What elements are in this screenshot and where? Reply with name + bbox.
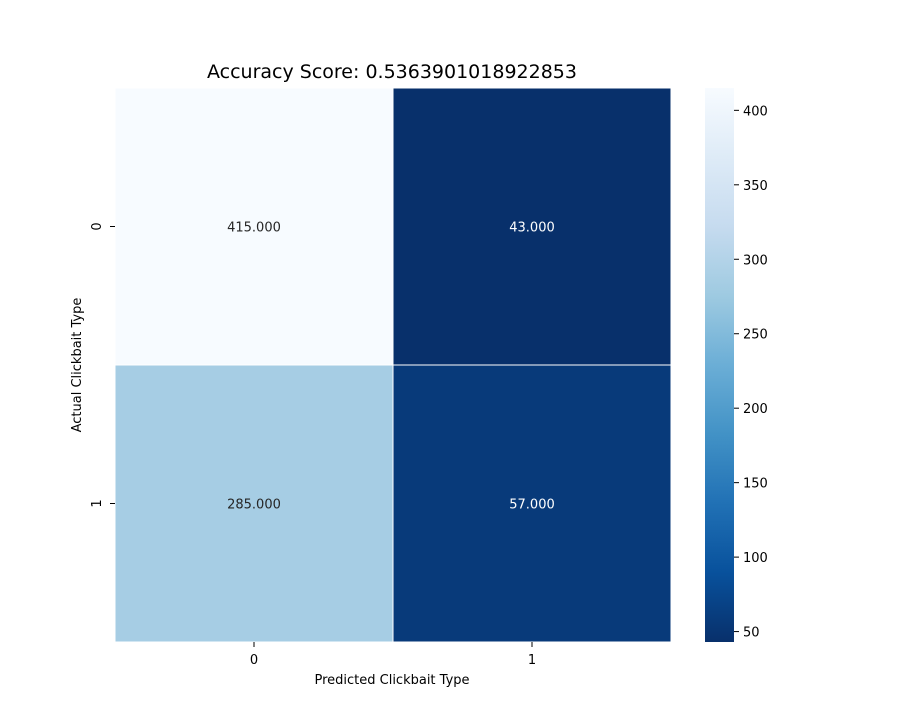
colorbar-tick-label: 300	[743, 253, 768, 268]
heatmap-cell	[114, 87, 394, 366]
x-tick-label: 1	[528, 653, 536, 668]
heatmap-cell-label: 285.000	[227, 498, 281, 513]
heatmap-cells	[114, 87, 672, 643]
colorbar-tick-label: 200	[743, 402, 768, 417]
chart-title: Accuracy Score: 0.5363901018922853	[207, 61, 577, 83]
y-tick-label: 1	[90, 499, 105, 507]
colorbar-tick-label: 150	[743, 477, 768, 492]
heatmap-cell	[114, 364, 394, 643]
x-tick-label: 0	[250, 653, 258, 668]
x-axis-label: Predicted Clickbait Type	[314, 673, 469, 688]
colorbar-tick-label: 100	[743, 551, 768, 566]
y-axis-ticks: 01	[90, 222, 115, 508]
colorbar-tick-label: 350	[743, 179, 768, 194]
y-axis-label: Actual Clickbait Type	[70, 298, 85, 433]
heatmap-cell-label: 57.000	[509, 498, 555, 513]
y-tick-label: 0	[90, 222, 105, 230]
colorbar-ticks: 50 100 150 200 250 300 350 400	[734, 104, 768, 641]
heatmap-cell-label: 43.000	[509, 221, 555, 236]
colorbar	[705, 88, 734, 642]
heatmap-cell	[392, 364, 672, 643]
colorbar-tick-label: 50	[743, 626, 760, 641]
heatmap-cell-label: 415.000	[227, 221, 281, 236]
colorbar-tick-label: 250	[743, 328, 768, 343]
colorbar-tick-label: 400	[743, 104, 768, 119]
heatmap-cell-labels: 415.000 43.000 285.000 57.000	[227, 221, 555, 513]
heatmap-cell	[392, 87, 672, 366]
